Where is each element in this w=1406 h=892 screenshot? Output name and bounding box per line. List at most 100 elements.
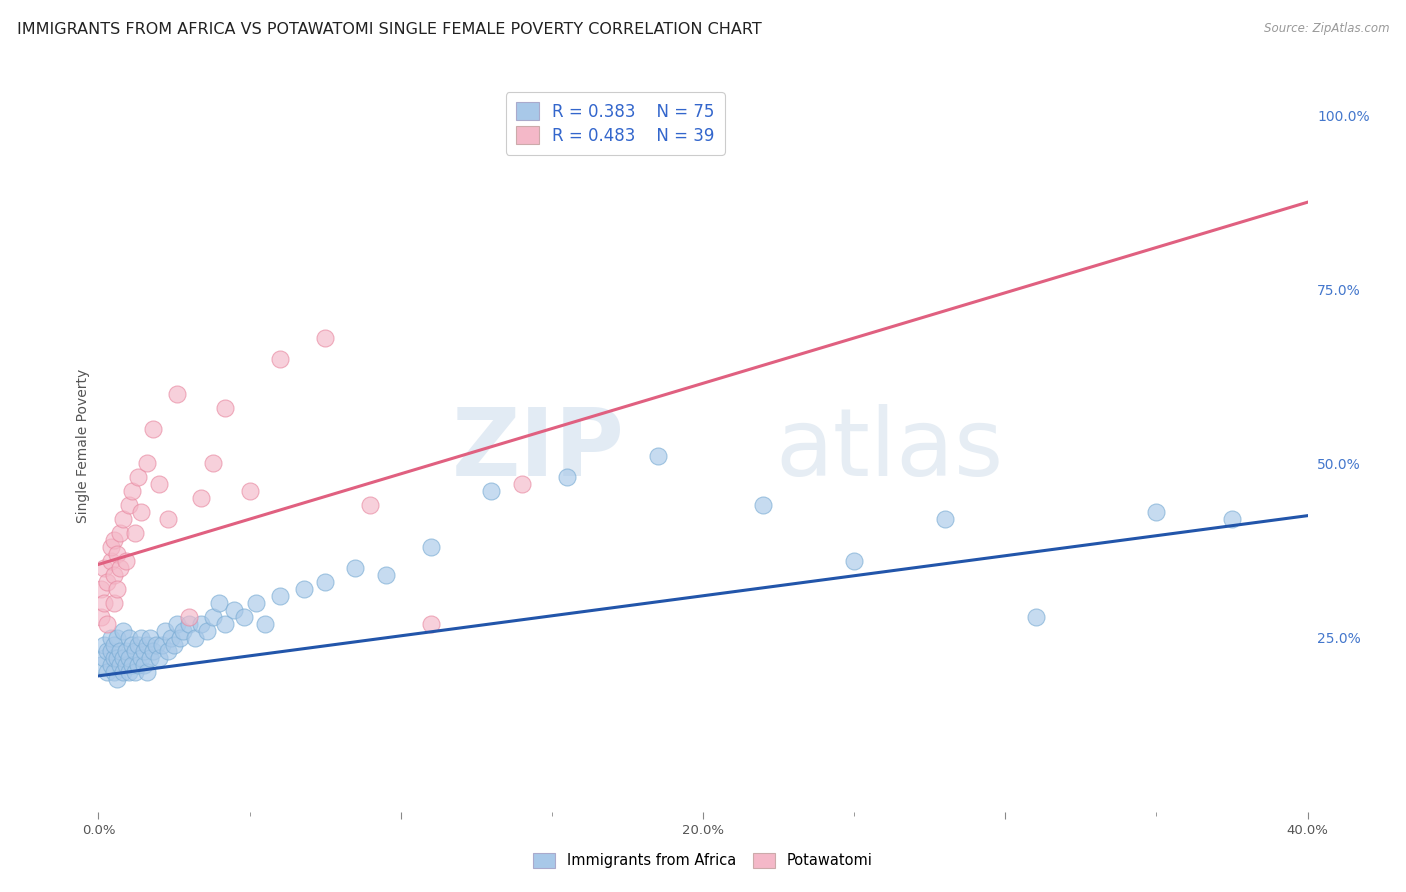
Point [172, 624, 194, 638]
Point [118, 631, 141, 645]
Text: ZIP: ZIP [451, 404, 624, 496]
Point [100, 631, 122, 645]
Point [100, 540, 122, 554]
Text: IMMIGRANTS FROM AFRICA VS POTAWATOMI SINGLE FEMALE POVERTY CORRELATION CHART: IMMIGRANTS FROM AFRICA VS POTAWATOMI SIN… [17, 22, 762, 37]
Point [118, 651, 141, 665]
Y-axis label: Single Female Poverty: Single Female Poverty [76, 369, 90, 523]
Point [253, 616, 276, 631]
Point [121, 658, 143, 673]
Point [202, 457, 225, 471]
Point [314, 574, 336, 589]
Point [148, 651, 170, 665]
Point [844, 554, 866, 568]
Point [190, 491, 212, 506]
Point [100, 644, 122, 658]
Point [96, 665, 118, 680]
Point [344, 561, 367, 575]
Point [214, 401, 236, 415]
Point [111, 624, 134, 638]
Point [647, 450, 669, 464]
Point [202, 609, 225, 624]
Point [105, 631, 128, 645]
Point [96, 644, 118, 658]
Text: Source: ZipAtlas.com: Source: ZipAtlas.com [1264, 22, 1389, 36]
Point [124, 526, 146, 541]
Point [245, 596, 267, 610]
Point [169, 631, 191, 645]
Point [481, 484, 503, 499]
Point [103, 596, 125, 610]
Point [93, 651, 115, 665]
Point [105, 673, 128, 687]
Point [108, 658, 131, 673]
Point [105, 582, 128, 596]
Point [1220, 512, 1243, 526]
Point [142, 644, 165, 658]
Point [208, 596, 231, 610]
Point [90, 609, 112, 624]
Point [269, 351, 291, 366]
Point [150, 638, 173, 652]
Point [93, 638, 115, 652]
Point [96, 616, 118, 631]
Point [103, 665, 125, 680]
Point [103, 533, 125, 547]
Point [184, 631, 207, 645]
Point [214, 616, 236, 631]
Point [90, 582, 112, 596]
Point [156, 512, 179, 526]
Point [114, 554, 136, 568]
Point [135, 665, 157, 680]
Point [129, 631, 152, 645]
Point [105, 547, 128, 561]
Point [124, 644, 146, 658]
Point [232, 609, 254, 624]
Legend: R = 0.383    N = 75, R = 0.483    N = 39: R = 0.383 N = 75, R = 0.483 N = 39 [506, 92, 725, 154]
Point [195, 624, 218, 638]
Point [90, 658, 112, 673]
Point [100, 658, 122, 673]
Point [555, 470, 578, 484]
Point [121, 638, 143, 652]
Point [127, 470, 149, 484]
Point [111, 512, 134, 526]
Point [360, 498, 382, 512]
Point [108, 644, 131, 658]
Point [420, 616, 443, 631]
Point [166, 616, 188, 631]
Point [1024, 609, 1046, 624]
Point [661, 108, 683, 122]
Point [586, 108, 609, 122]
Point [420, 540, 443, 554]
Point [132, 644, 155, 658]
Point [132, 658, 155, 673]
Point [153, 624, 176, 638]
Point [163, 638, 186, 652]
Point [1144, 505, 1167, 519]
Point [190, 616, 212, 631]
Point [111, 665, 134, 680]
Point [103, 651, 125, 665]
Point [510, 477, 533, 491]
Point [179, 609, 201, 624]
Point [121, 484, 143, 499]
Point [100, 554, 122, 568]
Point [108, 526, 131, 541]
Text: atlas: atlas [776, 404, 1004, 496]
Point [108, 561, 131, 575]
Point [752, 498, 775, 512]
Point [118, 665, 141, 680]
Point [160, 631, 183, 645]
Point [139, 651, 162, 665]
Point [103, 638, 125, 652]
Point [111, 651, 134, 665]
Point [103, 567, 125, 582]
Point [124, 665, 146, 680]
Point [127, 638, 149, 652]
Point [118, 498, 141, 512]
Point [135, 457, 157, 471]
Point [105, 651, 128, 665]
Point [114, 644, 136, 658]
Point [148, 477, 170, 491]
Point [934, 512, 956, 526]
